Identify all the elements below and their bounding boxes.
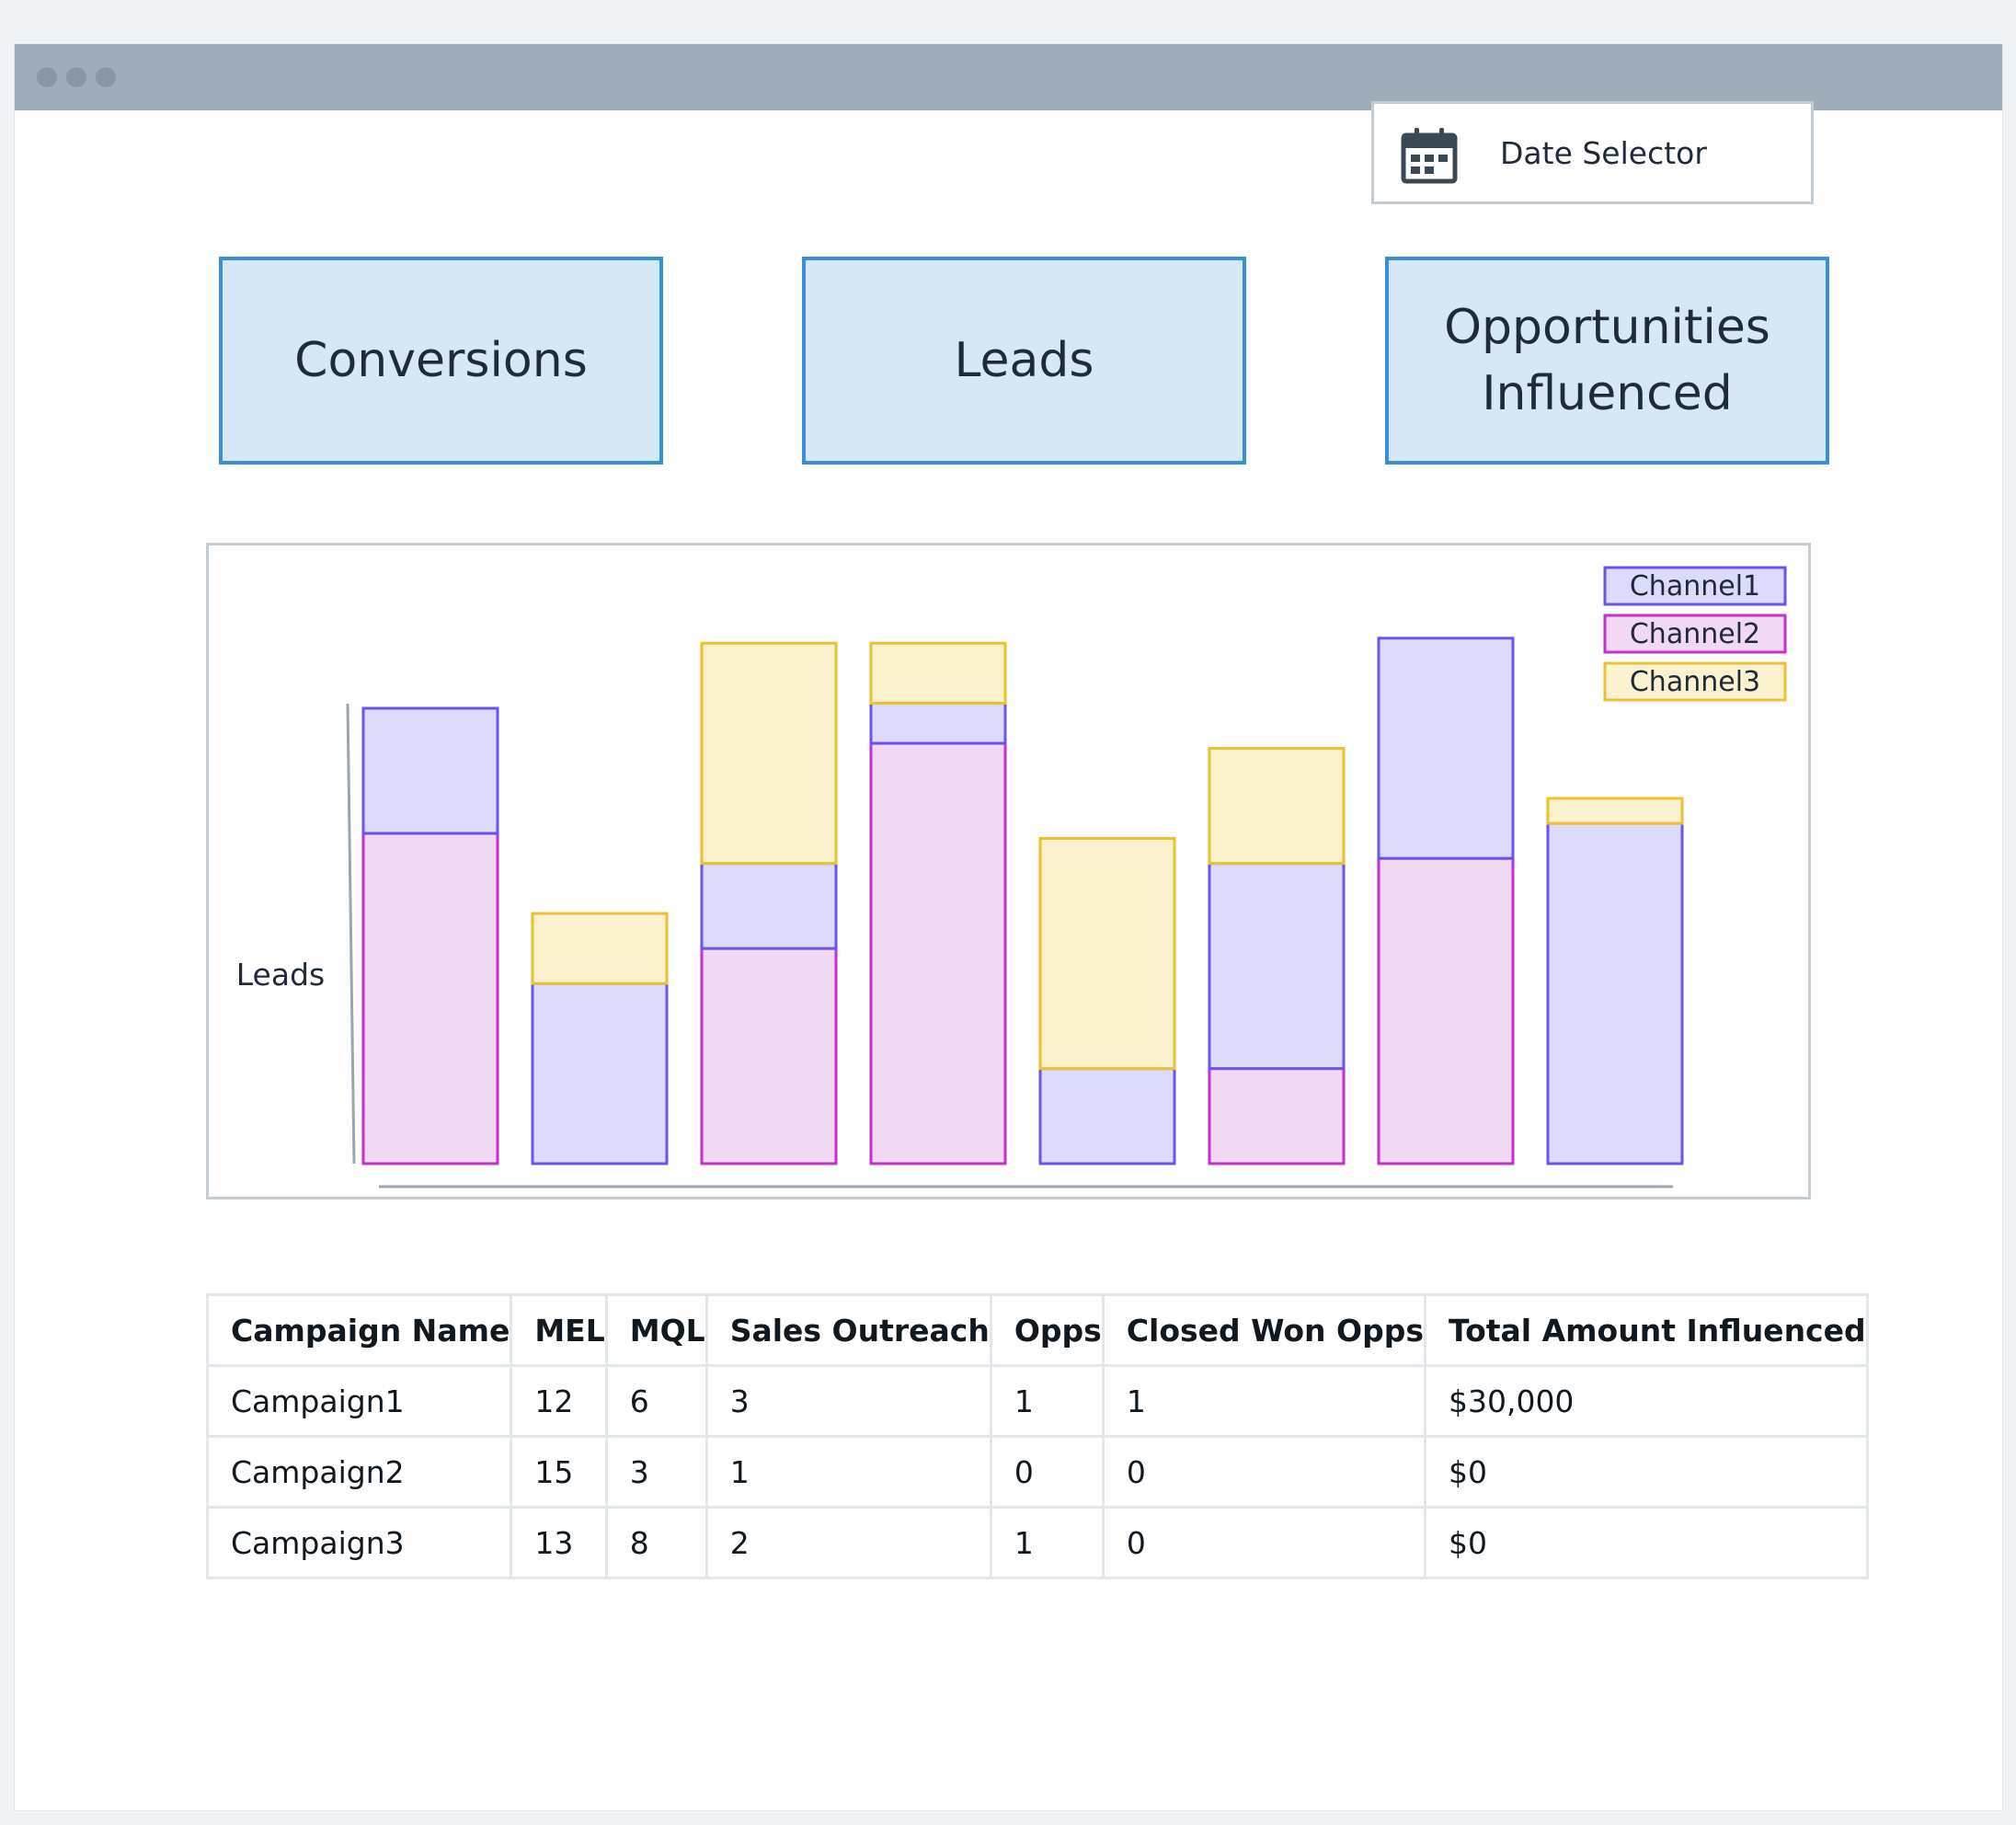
- y-axis-label: Leads: [236, 957, 325, 993]
- table-cell: 0: [1101, 1435, 1426, 1509]
- table-cell: 1: [1101, 1364, 1426, 1438]
- window-dot-minimize[interactable]: [66, 67, 86, 87]
- bar-month1-channel2[interactable]: [361, 832, 499, 1165]
- legend-label-channel1: Channel1: [1630, 570, 1760, 603]
- bar-month5-channel1[interactable]: [1038, 1067, 1176, 1165]
- stacked-bar-chart: Leads Month1Month2Month3Month4Month5Mont…: [236, 566, 1787, 1202]
- x-tick-label: Month3: [714, 1199, 825, 1202]
- x-tick-label: Month6: [1221, 1199, 1333, 1202]
- date-selector-label: Date Selector: [1500, 134, 1707, 171]
- bar-month8-channel3[interactable]: [1546, 797, 1684, 825]
- bar-month3-channel1[interactable]: [700, 862, 838, 950]
- x-tick-label: Month7: [1391, 1199, 1502, 1202]
- x-tick-label: Month8: [1560, 1199, 1671, 1202]
- table-cell: Campaign2: [205, 1435, 513, 1509]
- table-header[interactable]: MEL: [510, 1293, 608, 1367]
- x-tick-labels: Month1 Month2 Month3 Month4 Month5 Month6 Mont…: [375, 1199, 1671, 1202]
- table-cell: $0: [1423, 1506, 1869, 1579]
- table-cell: 3: [604, 1435, 708, 1509]
- table-cell: 8: [604, 1506, 708, 1579]
- kpi-label: Opportunities Influenced: [1444, 300, 1770, 421]
- table-cell: 1: [989, 1506, 1105, 1579]
- bar-month2-channel1[interactable]: [531, 981, 669, 1165]
- table-cell: 13: [510, 1506, 608, 1579]
- table-header-row: Campaign Name MEL MQL Sales Outreach Opp…: [205, 1293, 1869, 1367]
- table-header[interactable]: Total Amount Influenced: [1423, 1293, 1869, 1367]
- bar-month4-channel3[interactable]: [869, 641, 1007, 706]
- x-tick-label: Month4: [883, 1199, 994, 1202]
- bar-month3-channel2[interactable]: [700, 947, 838, 1165]
- bar-month4-channel2[interactable]: [869, 741, 1007, 1165]
- legend-label-channel3: Channel3: [1630, 666, 1760, 698]
- legend-swatch-channel2[interactable]: [1603, 614, 1787, 654]
- bar-month6-channel2[interactable]: [1208, 1067, 1346, 1165]
- table-cell: $0: [1423, 1435, 1869, 1509]
- table-header[interactable]: Closed Won Opps: [1101, 1293, 1426, 1367]
- table-row[interactable]: Campaign1 12 6 3 1 1 $30,000: [205, 1364, 1869, 1438]
- window-dot-maximize[interactable]: [96, 67, 116, 87]
- date-selector-button[interactable]: Date Selector: [1371, 101, 1814, 204]
- window-titlebar: [15, 44, 2002, 110]
- table-cell: 0: [1101, 1506, 1426, 1579]
- window-dot-close[interactable]: [37, 67, 57, 87]
- x-tick-label: Month5: [1052, 1199, 1163, 1202]
- x-tick-label: Month2: [544, 1199, 656, 1202]
- table-cell: 1: [704, 1435, 992, 1509]
- bar-month5-channel3[interactable]: [1038, 836, 1176, 1071]
- bar-month6-channel1[interactable]: [1208, 862, 1346, 1071]
- table-cell: 3: [704, 1364, 992, 1438]
- table-cell: 6: [604, 1364, 708, 1438]
- table-row[interactable]: Campaign2 15 3 1 0 0 $0: [205, 1435, 1869, 1509]
- table-cell: Campaign3: [205, 1506, 513, 1579]
- kpi-label: Conversions: [294, 333, 588, 388]
- legend-swatch-channel1[interactable]: [1603, 566, 1787, 606]
- table-cell: 0: [989, 1435, 1105, 1509]
- table-cell: 1: [989, 1364, 1105, 1438]
- chart-legend: Channel1 Channel2 Channel3: [1603, 566, 1787, 702]
- table-row[interactable]: Campaign3 13 8 2 1 0 $0: [205, 1506, 1869, 1579]
- table-header[interactable]: Campaign Name: [205, 1293, 513, 1367]
- x-tick-label: Month1: [375, 1199, 487, 1202]
- table-cell: 2: [704, 1506, 992, 1579]
- bar-month6-channel3[interactable]: [1208, 746, 1346, 866]
- table-cell: 12: [510, 1364, 608, 1438]
- bar-month7-channel2[interactable]: [1377, 856, 1515, 1165]
- kpi-card-leads[interactable]: Leads: [802, 257, 1246, 465]
- bar-month1-channel1[interactable]: [361, 706, 499, 835]
- legend-label-channel2: Channel2: [1630, 618, 1760, 650]
- table-header[interactable]: Opps: [989, 1293, 1105, 1367]
- table-cell: $30,000: [1423, 1364, 1869, 1438]
- bar-month8-channel1[interactable]: [1546, 821, 1684, 1165]
- kpi-label: Leads: [954, 333, 1094, 388]
- legend-swatch-channel3[interactable]: [1603, 661, 1787, 702]
- bar-month3-channel3[interactable]: [700, 641, 838, 866]
- table-cell: 15: [510, 1435, 608, 1509]
- y-axis-line: [346, 703, 356, 1165]
- kpi-card-conversions[interactable]: Conversions: [219, 257, 663, 465]
- bars-group: [361, 637, 1684, 1165]
- calendar-icon: [1401, 128, 1458, 184]
- table-cell: Campaign1: [205, 1364, 513, 1438]
- kpi-card-opportunities-influenced[interactable]: Opportunities Influenced: [1385, 257, 1829, 465]
- leads-chart: Leads Month1Month2Month3Month4Month5Mont…: [206, 543, 1811, 1202]
- campaign-table: Campaign Name MEL MQL Sales Outreach Opp…: [205, 1293, 1869, 1579]
- bar-month4-channel1[interactable]: [869, 702, 1007, 745]
- table-header[interactable]: MQL: [604, 1293, 708, 1367]
- table-header[interactable]: Sales Outreach: [704, 1293, 992, 1367]
- bar-month7-channel1[interactable]: [1377, 637, 1515, 860]
- bar-month2-channel3[interactable]: [531, 912, 669, 985]
